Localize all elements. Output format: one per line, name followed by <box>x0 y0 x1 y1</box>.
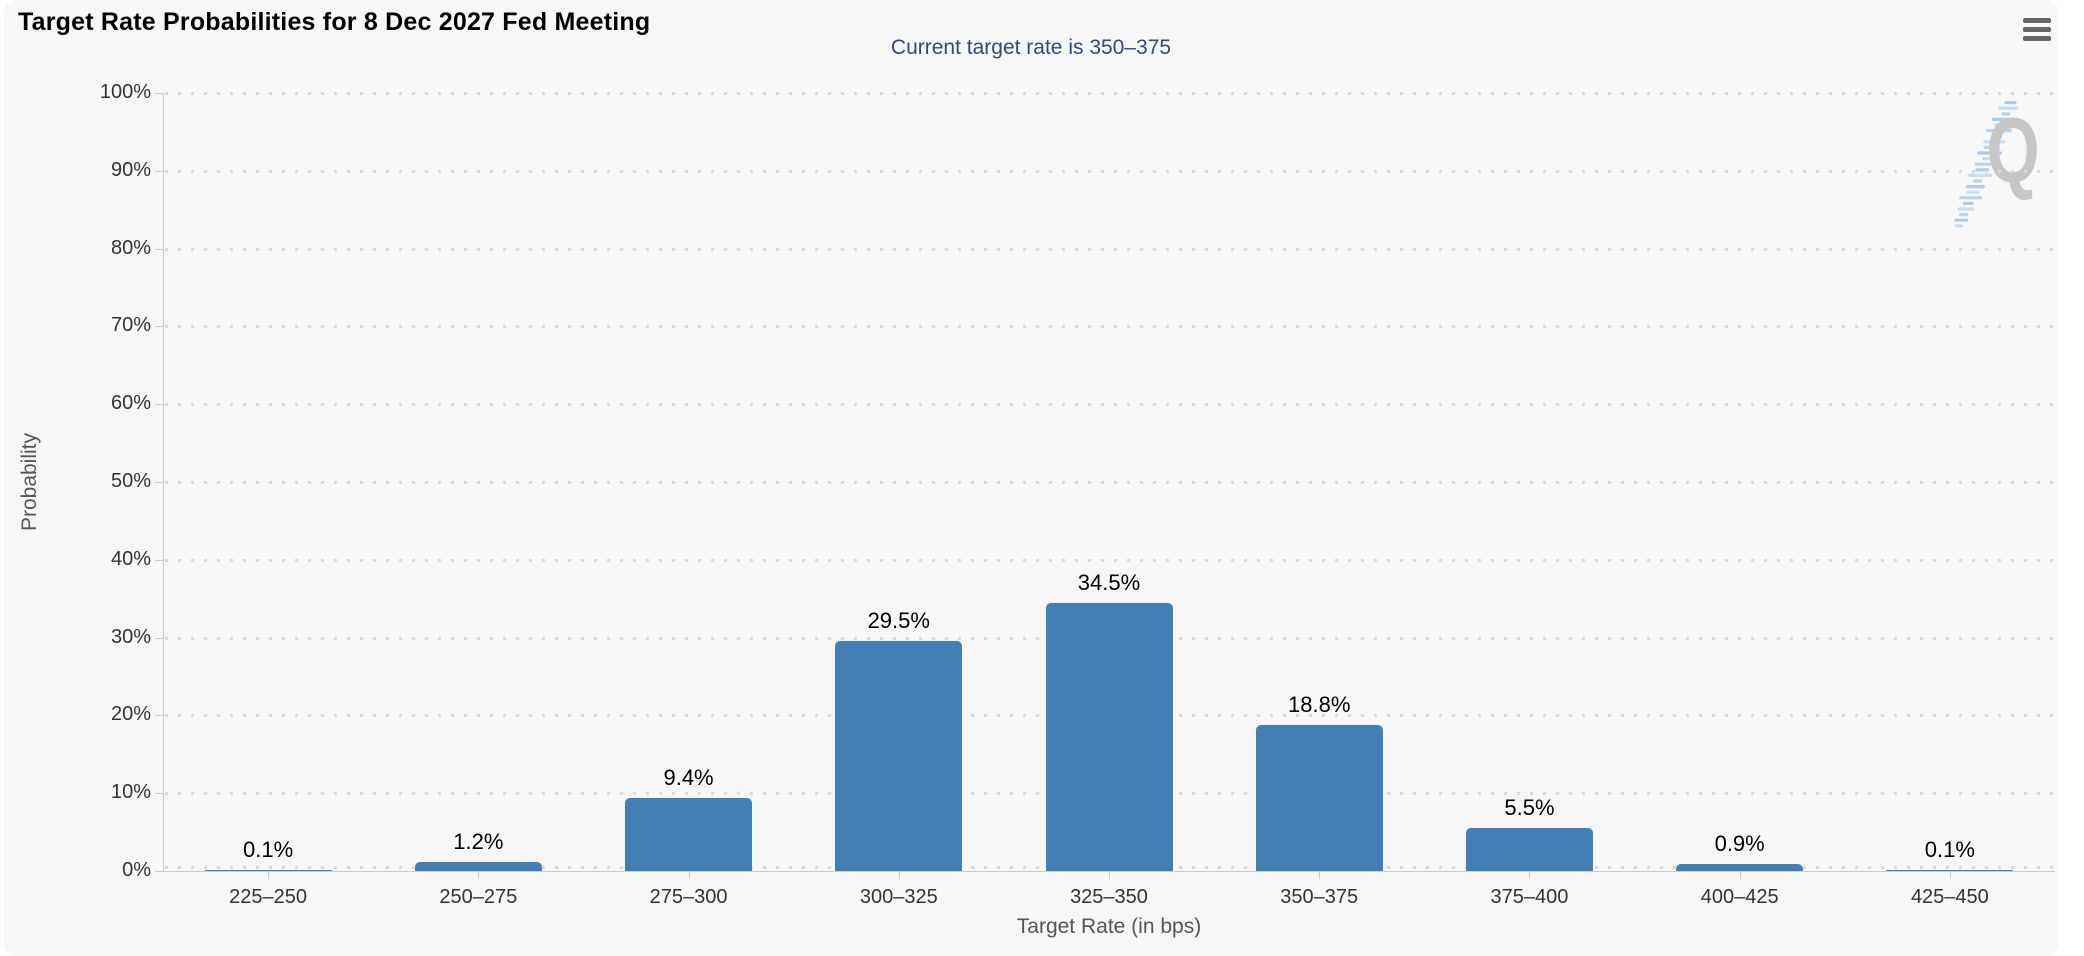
x-axis-line <box>163 871 2055 872</box>
y-gridline <box>165 403 2057 407</box>
bar-value-label: 0.9% <box>1714 831 1765 856</box>
y-axis-tick <box>155 793 163 795</box>
bar-value-label: 29.5% <box>867 608 930 633</box>
bar-value-label: 9.4% <box>663 765 714 790</box>
x-axis-tick <box>688 872 690 879</box>
y-axis-tick <box>155 482 163 483</box>
y-axis-tick-label: 40% <box>110 547 151 570</box>
y-axis-tick-label: 20% <box>110 703 151 726</box>
bar-value-label: 34.5% <box>1077 570 1141 595</box>
probability-bar[interactable] <box>204 870 332 871</box>
x-axis-category-label: 250–275 <box>439 886 518 908</box>
watermark-hatch-icon <box>1954 101 2019 228</box>
probability-bar[interactable] <box>1045 603 1173 871</box>
y-axis-line <box>163 93 164 872</box>
y-gridline <box>165 169 2057 173</box>
plot-area: Q 0% 10% 20% 30% 40% 50% 60% 70% 80% 90% 100% 0.1%… <box>100 81 2058 938</box>
x-axis-tick <box>898 872 900 879</box>
x-axis-tick <box>478 872 480 879</box>
x-axis-tick <box>1949 872 1951 879</box>
x-axis-tick <box>268 872 270 879</box>
y-axis-tick <box>155 170 163 172</box>
y-axis-tick-label: 0% <box>122 859 151 881</box>
probability-bar[interactable] <box>414 862 542 871</box>
chart-subtitle: Current target rate is 350–375 <box>890 36 1172 59</box>
chart-container: Target Rate Probabilities for 8 Dec 2027… <box>4 0 2058 956</box>
x-axis-tick <box>1109 872 1110 879</box>
bar-value-label: 0.1% <box>1924 837 1975 862</box>
bar-value-label: 1.2% <box>453 829 504 854</box>
probability-bar[interactable] <box>1465 828 1593 871</box>
chart-context-menu-button[interactable] <box>2020 14 2054 44</box>
y-axis-tick <box>155 559 163 561</box>
x-axis-category-label: 275–300 <box>649 886 728 908</box>
x-axis-category-label: 400–425 <box>1700 886 1779 908</box>
chart-title: Target Rate Probabilities for 8 Dec 2027… <box>18 8 651 36</box>
x-axis-category-label: 350–375 <box>1280 886 1359 908</box>
y-gridline <box>165 325 2057 329</box>
x-axis-category-label: 375–400 <box>1490 886 1569 908</box>
x-axis-title: Target Rate (in bps) <box>1016 915 1202 938</box>
x-axis-tick <box>1319 872 1321 879</box>
y-axis-tick-label: 60% <box>110 392 151 415</box>
y-axis-tick <box>155 715 163 717</box>
y-axis-tick-label: 50% <box>110 470 151 492</box>
probability-bar[interactable] <box>1886 870 2014 871</box>
x-axis-category-label: 225–250 <box>229 886 308 908</box>
probability-bar[interactable] <box>1676 864 1804 871</box>
quikstrike-watermark: Q <box>1918 93 2058 243</box>
y-gridline <box>165 247 2057 251</box>
bar-value-label: 5.5% <box>1504 795 1555 820</box>
probability-bar[interactable] <box>625 798 753 871</box>
watermark-q-letter: Q <box>1987 100 2040 202</box>
x-axis-category-label: 425–450 <box>1910 886 1989 908</box>
probability-bar[interactable] <box>1255 725 1383 871</box>
y-axis-tick-label: 80% <box>110 236 151 259</box>
y-axis-tick-label: 100% <box>99 81 151 103</box>
y-axis-tick-label: 90% <box>110 158 151 181</box>
y-axis-tick <box>155 871 163 872</box>
y-axis-tick-label: 10% <box>110 781 151 804</box>
x-axis-tick <box>1529 872 1531 879</box>
x-axis-category-label: 300–325 <box>859 886 938 908</box>
probability-bar[interactable] <box>835 641 963 871</box>
y-axis-tick <box>155 326 163 328</box>
y-gridline <box>165 481 2057 484</box>
y-axis-tick-label: 30% <box>110 625 151 648</box>
bar-value-label: 0.1% <box>243 837 294 862</box>
y-gridline <box>165 92 2057 95</box>
y-axis-tick-label: 70% <box>110 314 151 337</box>
y-gridline <box>165 558 2057 562</box>
x-axis-tick <box>1739 872 1741 879</box>
y-axis-tick <box>155 93 163 94</box>
y-axis-tick <box>155 248 163 250</box>
y-axis-title: Probability <box>18 432 41 532</box>
bar-value-label: 18.8% <box>1288 692 1351 717</box>
y-axis-tick <box>155 404 163 406</box>
x-axis-category-label: 325–350 <box>1070 886 1148 908</box>
y-axis-tick <box>155 637 163 639</box>
